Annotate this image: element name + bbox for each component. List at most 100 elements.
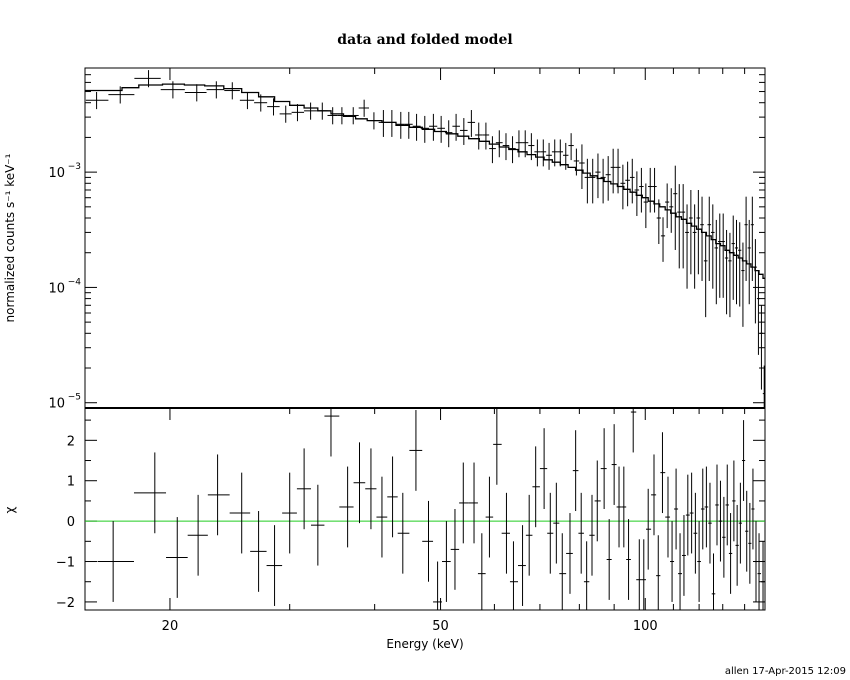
data-point <box>714 219 719 305</box>
data-point <box>610 148 616 194</box>
data-point <box>652 167 657 213</box>
chi-tick-label: 2 <box>67 434 75 449</box>
residual-point <box>728 513 733 594</box>
data-point <box>718 213 722 298</box>
residual-point <box>751 468 755 550</box>
data-point <box>625 161 630 207</box>
residual-points <box>97 408 765 610</box>
residual-point <box>409 410 423 491</box>
data-point <box>685 204 689 289</box>
residual-point <box>641 539 646 610</box>
data-point <box>750 196 754 281</box>
residual-point <box>665 476 671 558</box>
data-point <box>741 242 745 327</box>
data-point <box>160 81 185 99</box>
residual-point <box>735 504 739 586</box>
data-point <box>396 111 405 139</box>
data-point <box>600 158 606 204</box>
residual-point <box>745 490 749 572</box>
data-point <box>721 213 725 298</box>
residual-point <box>433 561 442 610</box>
residual-point <box>711 553 716 610</box>
residual-point <box>757 533 762 610</box>
data-point <box>444 120 453 148</box>
y-tick-exponent: −4 <box>68 277 82 287</box>
residual-point <box>578 492 584 574</box>
residual-point <box>250 511 267 592</box>
data-point <box>696 189 701 275</box>
y-tick-label: 10 <box>48 397 65 412</box>
data-point <box>437 115 445 143</box>
data-point <box>85 91 109 110</box>
data-point <box>673 165 678 250</box>
data-point <box>665 183 670 229</box>
residual-point <box>626 519 631 600</box>
data-point <box>656 199 661 245</box>
model-curve <box>85 83 765 279</box>
data-point <box>573 148 580 176</box>
residual-point <box>501 492 510 574</box>
residual-point <box>559 533 567 610</box>
residual-point <box>441 521 451 602</box>
data-point <box>108 86 135 104</box>
data-point <box>747 219 751 305</box>
chi-tick-label: −1 <box>56 556 75 571</box>
residual-point <box>715 464 719 546</box>
residual-point <box>738 482 742 564</box>
data-point <box>509 136 516 164</box>
residual-point <box>229 472 251 554</box>
residual-point <box>207 454 230 536</box>
data-point <box>502 133 510 161</box>
data-point <box>475 122 483 150</box>
data-point <box>358 99 370 117</box>
data-point <box>459 118 468 145</box>
residual-point <box>741 420 746 501</box>
residual-point <box>518 525 526 606</box>
residual-point <box>681 515 686 596</box>
data-point <box>756 270 760 355</box>
data-point <box>700 196 704 281</box>
residual-point <box>651 454 657 536</box>
data-point <box>534 139 541 167</box>
data-point <box>267 98 280 116</box>
residual-point <box>468 462 478 544</box>
residual-point <box>525 494 533 576</box>
residual-point <box>387 456 398 538</box>
y-tick-exponent: −3 <box>68 162 81 172</box>
data-point <box>551 139 558 167</box>
residual-point <box>547 492 554 574</box>
residual-point <box>282 472 297 554</box>
data-point <box>584 158 591 204</box>
data-point <box>660 217 666 262</box>
data-point <box>681 184 686 269</box>
chi-tick-label: 1 <box>67 475 75 490</box>
residual-point <box>748 502 752 584</box>
data-point <box>590 158 596 204</box>
chi-tick-label: −2 <box>56 596 75 611</box>
residual-point <box>572 430 579 512</box>
data-point <box>239 91 255 110</box>
residual-point <box>674 468 679 550</box>
data-point <box>648 167 653 213</box>
data-point <box>711 204 715 289</box>
residual-point <box>477 533 486 610</box>
data-point <box>347 107 359 125</box>
data-point <box>728 232 732 318</box>
data-point <box>669 188 674 233</box>
residual-point <box>133 452 167 534</box>
residual-point <box>693 492 698 574</box>
data-point <box>557 139 564 167</box>
data-point <box>744 196 748 281</box>
residual-point <box>700 468 705 550</box>
data-point <box>615 148 621 194</box>
data-point <box>522 130 529 158</box>
data-point <box>206 81 225 99</box>
data-point <box>254 94 268 112</box>
data-point <box>762 365 765 408</box>
data-point <box>724 229 729 315</box>
residual-point <box>266 525 283 606</box>
residual-point <box>636 539 642 610</box>
residual-point <box>718 480 723 562</box>
data-point <box>688 189 693 275</box>
data-point <box>452 113 460 141</box>
